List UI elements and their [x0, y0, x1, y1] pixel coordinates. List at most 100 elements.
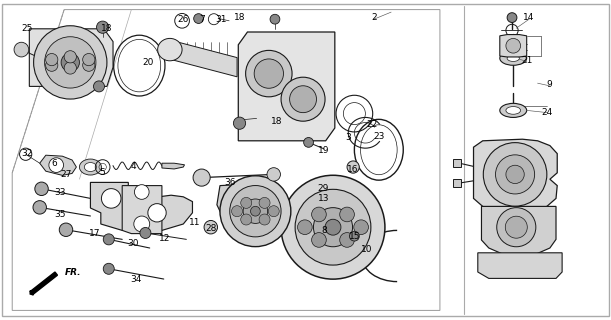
Circle shape — [59, 223, 73, 236]
Circle shape — [140, 228, 151, 238]
Ellipse shape — [500, 51, 527, 65]
Circle shape — [35, 182, 48, 196]
Circle shape — [46, 59, 58, 71]
Text: 23: 23 — [373, 132, 384, 140]
Circle shape — [347, 161, 359, 173]
Circle shape — [267, 168, 280, 181]
Circle shape — [340, 207, 354, 222]
Circle shape — [340, 233, 354, 247]
Text: 18: 18 — [234, 13, 245, 22]
Polygon shape — [170, 40, 237, 77]
Circle shape — [259, 214, 270, 225]
Circle shape — [505, 216, 527, 238]
Polygon shape — [500, 35, 527, 57]
Circle shape — [230, 186, 281, 237]
Text: 6: 6 — [51, 159, 57, 168]
Text: 32: 32 — [21, 149, 32, 158]
Circle shape — [93, 81, 104, 92]
Text: 7: 7 — [199, 15, 205, 24]
Text: 2: 2 — [371, 13, 377, 22]
Text: 20: 20 — [143, 58, 154, 67]
Ellipse shape — [79, 159, 101, 175]
Circle shape — [134, 185, 149, 199]
Circle shape — [496, 155, 535, 194]
Circle shape — [64, 62, 76, 74]
Circle shape — [319, 192, 329, 202]
Circle shape — [148, 204, 166, 222]
Text: 22: 22 — [366, 120, 377, 129]
Circle shape — [97, 21, 109, 33]
Polygon shape — [40, 155, 76, 175]
Circle shape — [270, 14, 280, 24]
Circle shape — [64, 51, 76, 63]
Circle shape — [82, 59, 95, 71]
Polygon shape — [481, 206, 556, 256]
Circle shape — [241, 197, 252, 208]
Ellipse shape — [500, 103, 527, 117]
Text: 36: 36 — [224, 178, 235, 187]
Circle shape — [232, 206, 243, 217]
Circle shape — [101, 188, 121, 208]
Polygon shape — [238, 32, 335, 141]
Circle shape — [354, 220, 368, 235]
Circle shape — [281, 175, 385, 279]
Text: 21: 21 — [521, 56, 532, 65]
Circle shape — [49, 158, 64, 172]
Text: 34: 34 — [130, 275, 141, 284]
Text: 33: 33 — [54, 188, 65, 196]
Text: 17: 17 — [89, 229, 100, 238]
Text: 30: 30 — [128, 239, 139, 248]
Circle shape — [243, 199, 268, 223]
Text: 31: 31 — [216, 15, 227, 24]
Text: 13: 13 — [318, 194, 329, 203]
Circle shape — [313, 208, 353, 247]
Circle shape — [34, 26, 107, 99]
Circle shape — [61, 53, 79, 72]
Text: 27: 27 — [60, 170, 71, 179]
Text: 5: 5 — [100, 168, 106, 177]
Circle shape — [220, 176, 291, 247]
Polygon shape — [162, 163, 185, 169]
Text: 24: 24 — [542, 108, 553, 116]
Polygon shape — [90, 182, 192, 230]
Text: 35: 35 — [54, 210, 65, 219]
Ellipse shape — [506, 107, 521, 114]
Polygon shape — [29, 29, 113, 86]
Polygon shape — [474, 139, 557, 213]
Text: 28: 28 — [206, 224, 217, 233]
Circle shape — [45, 37, 96, 88]
Circle shape — [507, 13, 517, 22]
Circle shape — [349, 231, 359, 241]
Text: 11: 11 — [189, 218, 200, 227]
Text: 16: 16 — [348, 165, 359, 174]
Ellipse shape — [84, 163, 97, 172]
Circle shape — [312, 207, 326, 222]
Circle shape — [194, 14, 203, 23]
Bar — [453, 179, 461, 187]
Circle shape — [251, 206, 260, 216]
Text: 18: 18 — [271, 117, 282, 126]
Circle shape — [204, 220, 218, 234]
Circle shape — [304, 138, 313, 147]
Circle shape — [281, 77, 325, 121]
Circle shape — [295, 189, 371, 265]
Ellipse shape — [158, 38, 182, 61]
Circle shape — [483, 143, 547, 206]
Text: 3: 3 — [345, 133, 351, 142]
Circle shape — [325, 219, 341, 235]
Circle shape — [506, 165, 524, 184]
Text: 26: 26 — [178, 15, 189, 24]
Polygon shape — [122, 186, 162, 234]
Circle shape — [241, 214, 252, 225]
Circle shape — [506, 38, 521, 53]
Circle shape — [316, 179, 326, 189]
Circle shape — [46, 53, 58, 66]
Circle shape — [233, 117, 246, 129]
Polygon shape — [217, 184, 293, 237]
Text: 4: 4 — [130, 162, 136, 171]
Circle shape — [82, 53, 95, 66]
Text: 14: 14 — [524, 13, 535, 22]
Circle shape — [103, 234, 114, 245]
Circle shape — [497, 208, 536, 247]
Polygon shape — [478, 253, 562, 278]
